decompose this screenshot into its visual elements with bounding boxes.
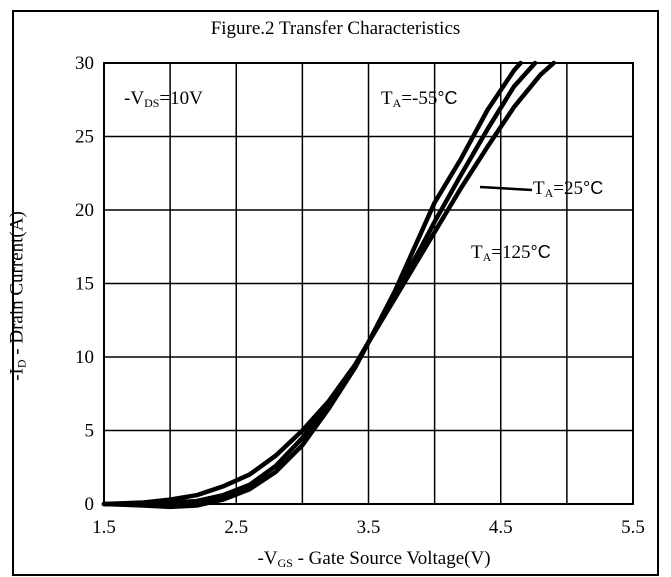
- chart-title: Figure.2 Transfer Characteristics: [210, 18, 461, 39]
- annotation-leader-line: [479, 185, 533, 192]
- y-tick-label: 10: [75, 347, 94, 368]
- y-tick-label: 5: [85, 421, 95, 442]
- annotation-minus55: TA=-55°C: [381, 88, 458, 111]
- series-line-3: [101, 60, 556, 510]
- annotation-pre: T: [471, 242, 483, 263]
- x-label-post: - Gate Source Voltage(V): [292, 548, 491, 569]
- y-tick-label: 15: [75, 274, 94, 295]
- y-tick-label: 0: [85, 494, 95, 515]
- x-tick-label: 3.5: [357, 517, 381, 538]
- x-tick-label: 5.5: [621, 517, 645, 538]
- annotation-pre: T: [381, 88, 393, 109]
- annotation-unit: °C: [583, 178, 604, 198]
- annotation-25: TA=25°C: [533, 178, 603, 201]
- condition-pre: -V: [124, 88, 145, 109]
- x-label-sub: GS: [277, 556, 293, 570]
- x-label-pre: -V: [257, 548, 278, 569]
- condition-sub: DS: [144, 96, 160, 110]
- annotation-unit: °C: [530, 242, 551, 262]
- chart-frame: [12, 10, 659, 576]
- annotation-sub: A: [544, 186, 554, 200]
- x-axis-label: -VGS - Gate Source Voltage(V): [257, 548, 490, 571]
- annotation-pre: T: [533, 178, 545, 199]
- x-tick-label: 4.5: [489, 517, 513, 538]
- annotation-unit: °C: [437, 88, 458, 108]
- x-tick-label: 2.5: [224, 517, 248, 538]
- x-tick-label: 1.5: [92, 517, 116, 538]
- annotation-num: =-55: [401, 88, 438, 109]
- annotation-sub: A: [392, 96, 402, 110]
- annotation-sub: A: [482, 250, 492, 264]
- y-tick-label: 25: [75, 127, 94, 148]
- y-tick-label: 20: [75, 200, 94, 221]
- annotation-num: =25: [553, 178, 583, 199]
- y-tick-label: 30: [75, 53, 94, 74]
